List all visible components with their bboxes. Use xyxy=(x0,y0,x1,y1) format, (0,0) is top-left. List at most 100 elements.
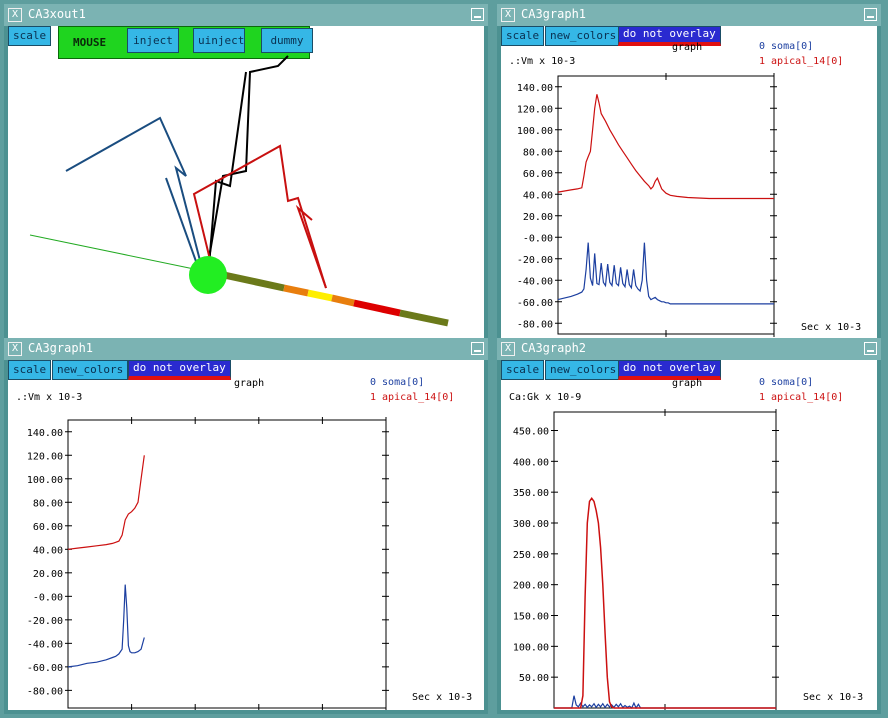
legend-soma: 0 soma[0] xyxy=(370,377,425,388)
series-soma-line xyxy=(557,242,774,305)
graph-titlebar[interactable]: X CA3graph1 xyxy=(497,4,881,26)
window-title: CA3graph1 xyxy=(28,341,94,355)
new-colors-button[interactable]: new_colors xyxy=(52,360,129,380)
minimize-button[interactable] xyxy=(471,8,484,21)
new-colors-button[interactable]: new_colors xyxy=(545,360,622,380)
graph-window-bottom-left: X CA3graph1 scale new_colors do not over… xyxy=(4,338,488,714)
compartment-1 xyxy=(223,271,285,292)
y-tick-label: 400.00 xyxy=(513,457,549,468)
y-tick-label: 250.00 xyxy=(513,550,549,561)
y-tick-label: 80.00 xyxy=(33,498,63,509)
uninject-button[interactable]: uinject xyxy=(193,28,245,53)
compartment-5 xyxy=(353,299,401,317)
x-window-icon[interactable]: X xyxy=(8,342,22,356)
dummy-button[interactable]: dummy xyxy=(261,28,313,53)
y-tick-label: 120.00 xyxy=(27,451,63,462)
y-axis-label: Ca:Gk x 10-9 xyxy=(509,392,582,403)
scale-button[interactable]: scale xyxy=(501,360,545,380)
y-tick-label: 120.00 xyxy=(517,104,553,115)
x-window-icon[interactable]: X xyxy=(8,8,22,22)
y-tick-label: 100.00 xyxy=(27,475,63,486)
y-tick-label: 150.00 xyxy=(513,612,549,623)
minimize-button[interactable] xyxy=(864,8,877,21)
y-tick-label: -60.00 xyxy=(27,663,63,674)
scale-button[interactable]: scale xyxy=(8,360,52,380)
y-axis-label: .:Vm x 10-3 xyxy=(509,56,576,67)
y-tick-label: 80.00 xyxy=(523,147,553,158)
compartment-2 xyxy=(283,284,309,297)
y-tick-label: 140.00 xyxy=(27,428,63,439)
scale-button[interactable]: scale xyxy=(501,26,545,46)
series-apical-line xyxy=(557,94,774,200)
ca3xout-window: X CA3xout1 scale MOUSE inject uinject du… xyxy=(4,4,488,342)
vm-chart: 140.00 120.00 100.00 80.00 60.00 40.00 20.00 -0… xyxy=(27,417,389,710)
compartment-3 xyxy=(307,289,333,302)
y-tick-label: -20.00 xyxy=(27,616,63,627)
y-tick-label: 100.00 xyxy=(517,126,553,137)
legend-soma: 0 soma[0] xyxy=(759,377,814,388)
plot-frame xyxy=(67,419,387,709)
overlay-toggle-button[interactable]: do not overlay xyxy=(618,26,721,46)
y-tick-label: 60.00 xyxy=(33,522,63,533)
y-tick-label: -80.00 xyxy=(27,686,63,697)
y-tick-label: -0.00 xyxy=(33,592,63,603)
soma xyxy=(189,256,227,294)
overlay-toggle-button[interactable]: do not overlay xyxy=(618,360,721,380)
y-tick-label: 50.00 xyxy=(519,673,549,684)
graph-titlebar[interactable]: X CA3graph2 xyxy=(497,338,881,360)
y-tick-label: 140.00 xyxy=(517,83,553,94)
y-tick-label: 60.00 xyxy=(523,169,553,180)
series-apical-line xyxy=(67,455,145,550)
dendrite-black xyxy=(205,55,289,277)
inject-button[interactable]: inject xyxy=(127,28,179,53)
graph2-window: X CA3graph2 scale new_colors do not over… xyxy=(497,338,881,714)
ca3xout-titlebar[interactable]: X CA3xout1 xyxy=(4,4,488,26)
neuron-morphology xyxy=(29,55,449,327)
legend-apical: 1 apical_14[0] xyxy=(759,392,844,403)
y-tick-label: 40.00 xyxy=(33,545,63,556)
legend-apical: 1 apical_14[0] xyxy=(759,56,844,67)
y-tick-label: 200.00 xyxy=(513,581,549,592)
minimize-button[interactable] xyxy=(471,342,484,355)
y-tick-label: -0.00 xyxy=(523,233,553,244)
compartment-6 xyxy=(399,309,449,327)
graph-canvas[interactable]: scale new_colors do not overlay 140.00 12… xyxy=(8,360,484,710)
minimize-button[interactable] xyxy=(864,342,877,355)
series-soma-line xyxy=(554,695,776,710)
x-axis-label: Sec x 10-3 xyxy=(412,692,473,703)
x-window-icon[interactable]: X xyxy=(501,8,515,22)
axon xyxy=(29,234,195,270)
window-title: CA3graph2 xyxy=(521,341,587,355)
graph-title: graph xyxy=(672,378,703,389)
dendrite-blue xyxy=(65,116,205,277)
new-colors-button[interactable]: new_colors xyxy=(545,26,622,46)
y-tick-label: -20.00 xyxy=(517,255,553,266)
y-axis-label: .:Vm x 10-3 xyxy=(16,392,83,403)
y-tick-label: -80.00 xyxy=(517,319,553,330)
legend-apical: 1 apical_14[0] xyxy=(370,392,455,403)
graph-title: graph xyxy=(672,42,703,53)
window-title: CA3xout1 xyxy=(28,7,86,21)
graph-window-top: X CA3graph1 scale new_colors do not over… xyxy=(497,4,881,342)
legend-soma: 0 soma[0] xyxy=(759,41,814,52)
y-tick-label: 20.00 xyxy=(33,569,63,580)
graph-titlebar[interactable]: X CA3graph1 xyxy=(4,338,488,360)
graph-title: graph xyxy=(234,378,265,389)
ca-chart: 450.00 400.00 350.00 300.00 250.00 200.00 150.… xyxy=(513,409,779,710)
y-tick-label: 100.00 xyxy=(513,642,549,653)
compartment-bar xyxy=(223,271,449,327)
x-window-icon[interactable]: X xyxy=(501,342,515,356)
scale-button[interactable]: scale xyxy=(8,26,52,46)
y-tick-label: -40.00 xyxy=(27,639,63,650)
series-soma-line xyxy=(67,584,145,668)
mouse-label: MOUSE xyxy=(73,36,107,49)
y-tick-label: 20.00 xyxy=(523,212,553,223)
window-title: CA3graph1 xyxy=(521,7,587,21)
graph-canvas[interactable]: scale new_colors do not overlay 450.00 40… xyxy=(501,360,877,710)
overlay-toggle-button[interactable]: do not overlay xyxy=(128,360,231,380)
graph-canvas[interactable]: scale new_colors do not overlay 140.00 12… xyxy=(501,26,877,338)
y-tick-label: 40.00 xyxy=(523,190,553,201)
y-tick-label: 350.00 xyxy=(513,488,549,499)
cell-view-canvas[interactable]: scale MOUSE inject uinject dummy xyxy=(8,26,484,338)
dendrite-black-2 xyxy=(207,71,247,279)
